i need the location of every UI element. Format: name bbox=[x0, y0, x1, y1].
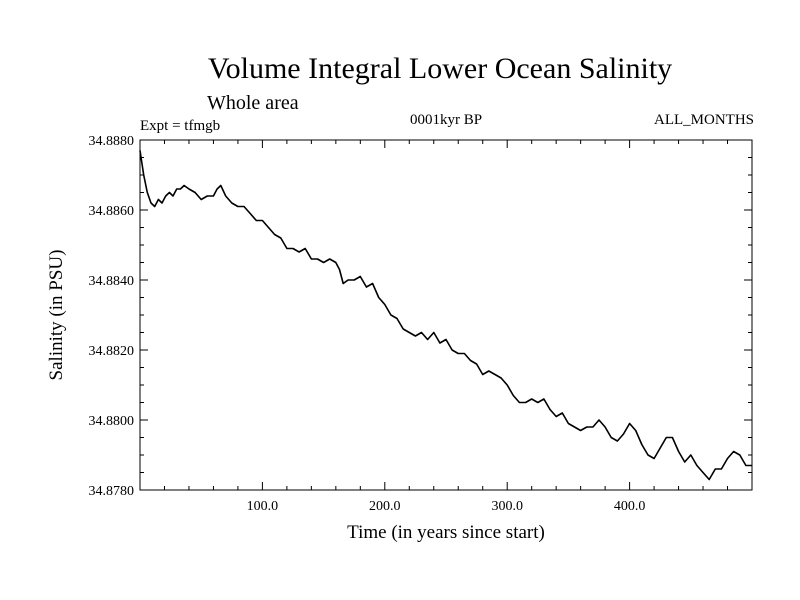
y-tick-label: 34.8840 bbox=[89, 274, 135, 289]
y-tick-label: 34.8880 bbox=[89, 134, 135, 149]
x-axis-label: Time (in years since start) bbox=[347, 522, 545, 543]
x-tick-labels: 100.0 200.0 300.0 400.0 bbox=[247, 499, 646, 514]
salinity-series-line bbox=[139, 150, 752, 481]
plot-frame bbox=[139, 139, 753, 491]
x-tick-label: 400.0 bbox=[614, 499, 646, 514]
y-axis-label: Salinity (in PSU) bbox=[46, 250, 67, 381]
x-tick-label: 100.0 bbox=[247, 499, 279, 514]
axis-ticks bbox=[139, 139, 753, 491]
y-tick-label: 34.8800 bbox=[89, 414, 135, 429]
months-label: ALL_MONTHS bbox=[654, 112, 754, 128]
x-tick-label: 300.0 bbox=[491, 499, 523, 514]
y-tick-label: 34.8780 bbox=[89, 484, 135, 499]
y-tick-labels: 34.8780 34.8800 34.8820 34.8840 34.8860 34.88… bbox=[89, 134, 135, 499]
experiment-label: Expt = tfmgb bbox=[140, 118, 220, 134]
y-tick-label: 34.8820 bbox=[89, 344, 135, 359]
x-tick-label: 200.0 bbox=[369, 499, 401, 514]
y-tick-label: 34.8860 bbox=[89, 204, 135, 219]
period-label: 0001kyr BP bbox=[410, 112, 482, 128]
chart-subtitle: Whole area bbox=[207, 92, 299, 114]
chart-title: Volume Integral Lower Ocean Salinity bbox=[208, 52, 672, 85]
